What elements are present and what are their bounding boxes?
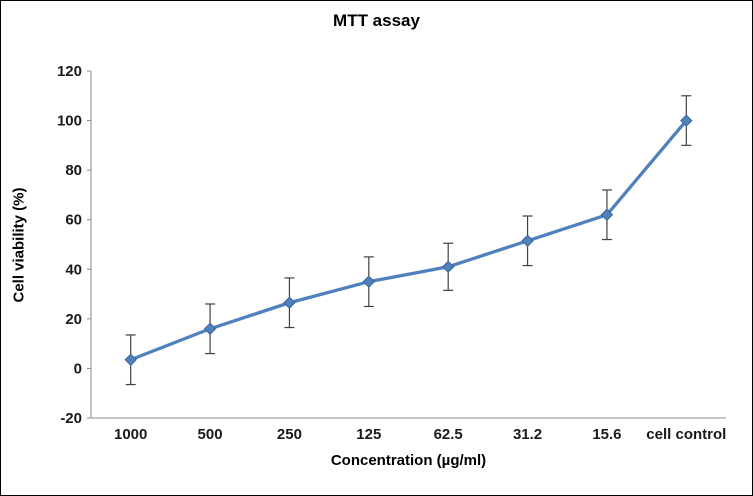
y-tick-label: -20 — [60, 410, 82, 427]
data-point-marker — [521, 234, 534, 247]
data-point-marker — [441, 260, 455, 274]
data-point-marker — [600, 208, 614, 221]
x-tick-label: 62.5 — [434, 426, 463, 443]
x-tick-label: 250 — [277, 426, 302, 443]
x-tick-label: 125 — [356, 426, 381, 443]
y-tick-label: 40 — [65, 261, 82, 278]
y-tick-label: 0 — [74, 360, 82, 377]
x-tick-label: cell control — [646, 426, 726, 443]
y-tick-label: 60 — [65, 212, 82, 229]
data-point-marker — [203, 322, 217, 335]
x-tick-label: 31.2 — [513, 426, 542, 443]
y-tick-label: 20 — [65, 311, 82, 328]
y-tick-label: 100 — [57, 113, 82, 130]
data-point-marker — [124, 353, 137, 366]
x-tick-label: 500 — [198, 426, 223, 443]
data-point-marker — [362, 275, 376, 288]
chart-title: MTT assay — [333, 11, 420, 30]
y-tick-label: 120 — [57, 63, 82, 80]
x-tick-label: 1000 — [114, 426, 147, 443]
data-point-marker — [283, 296, 296, 309]
x-axis-title: Concentration (µg/ml) — [330, 452, 487, 469]
y-tick-label: 80 — [65, 162, 82, 179]
x-tick-label: 15.6 — [592, 426, 621, 443]
data-point-marker — [680, 114, 693, 127]
series-line — [129, 118, 688, 362]
